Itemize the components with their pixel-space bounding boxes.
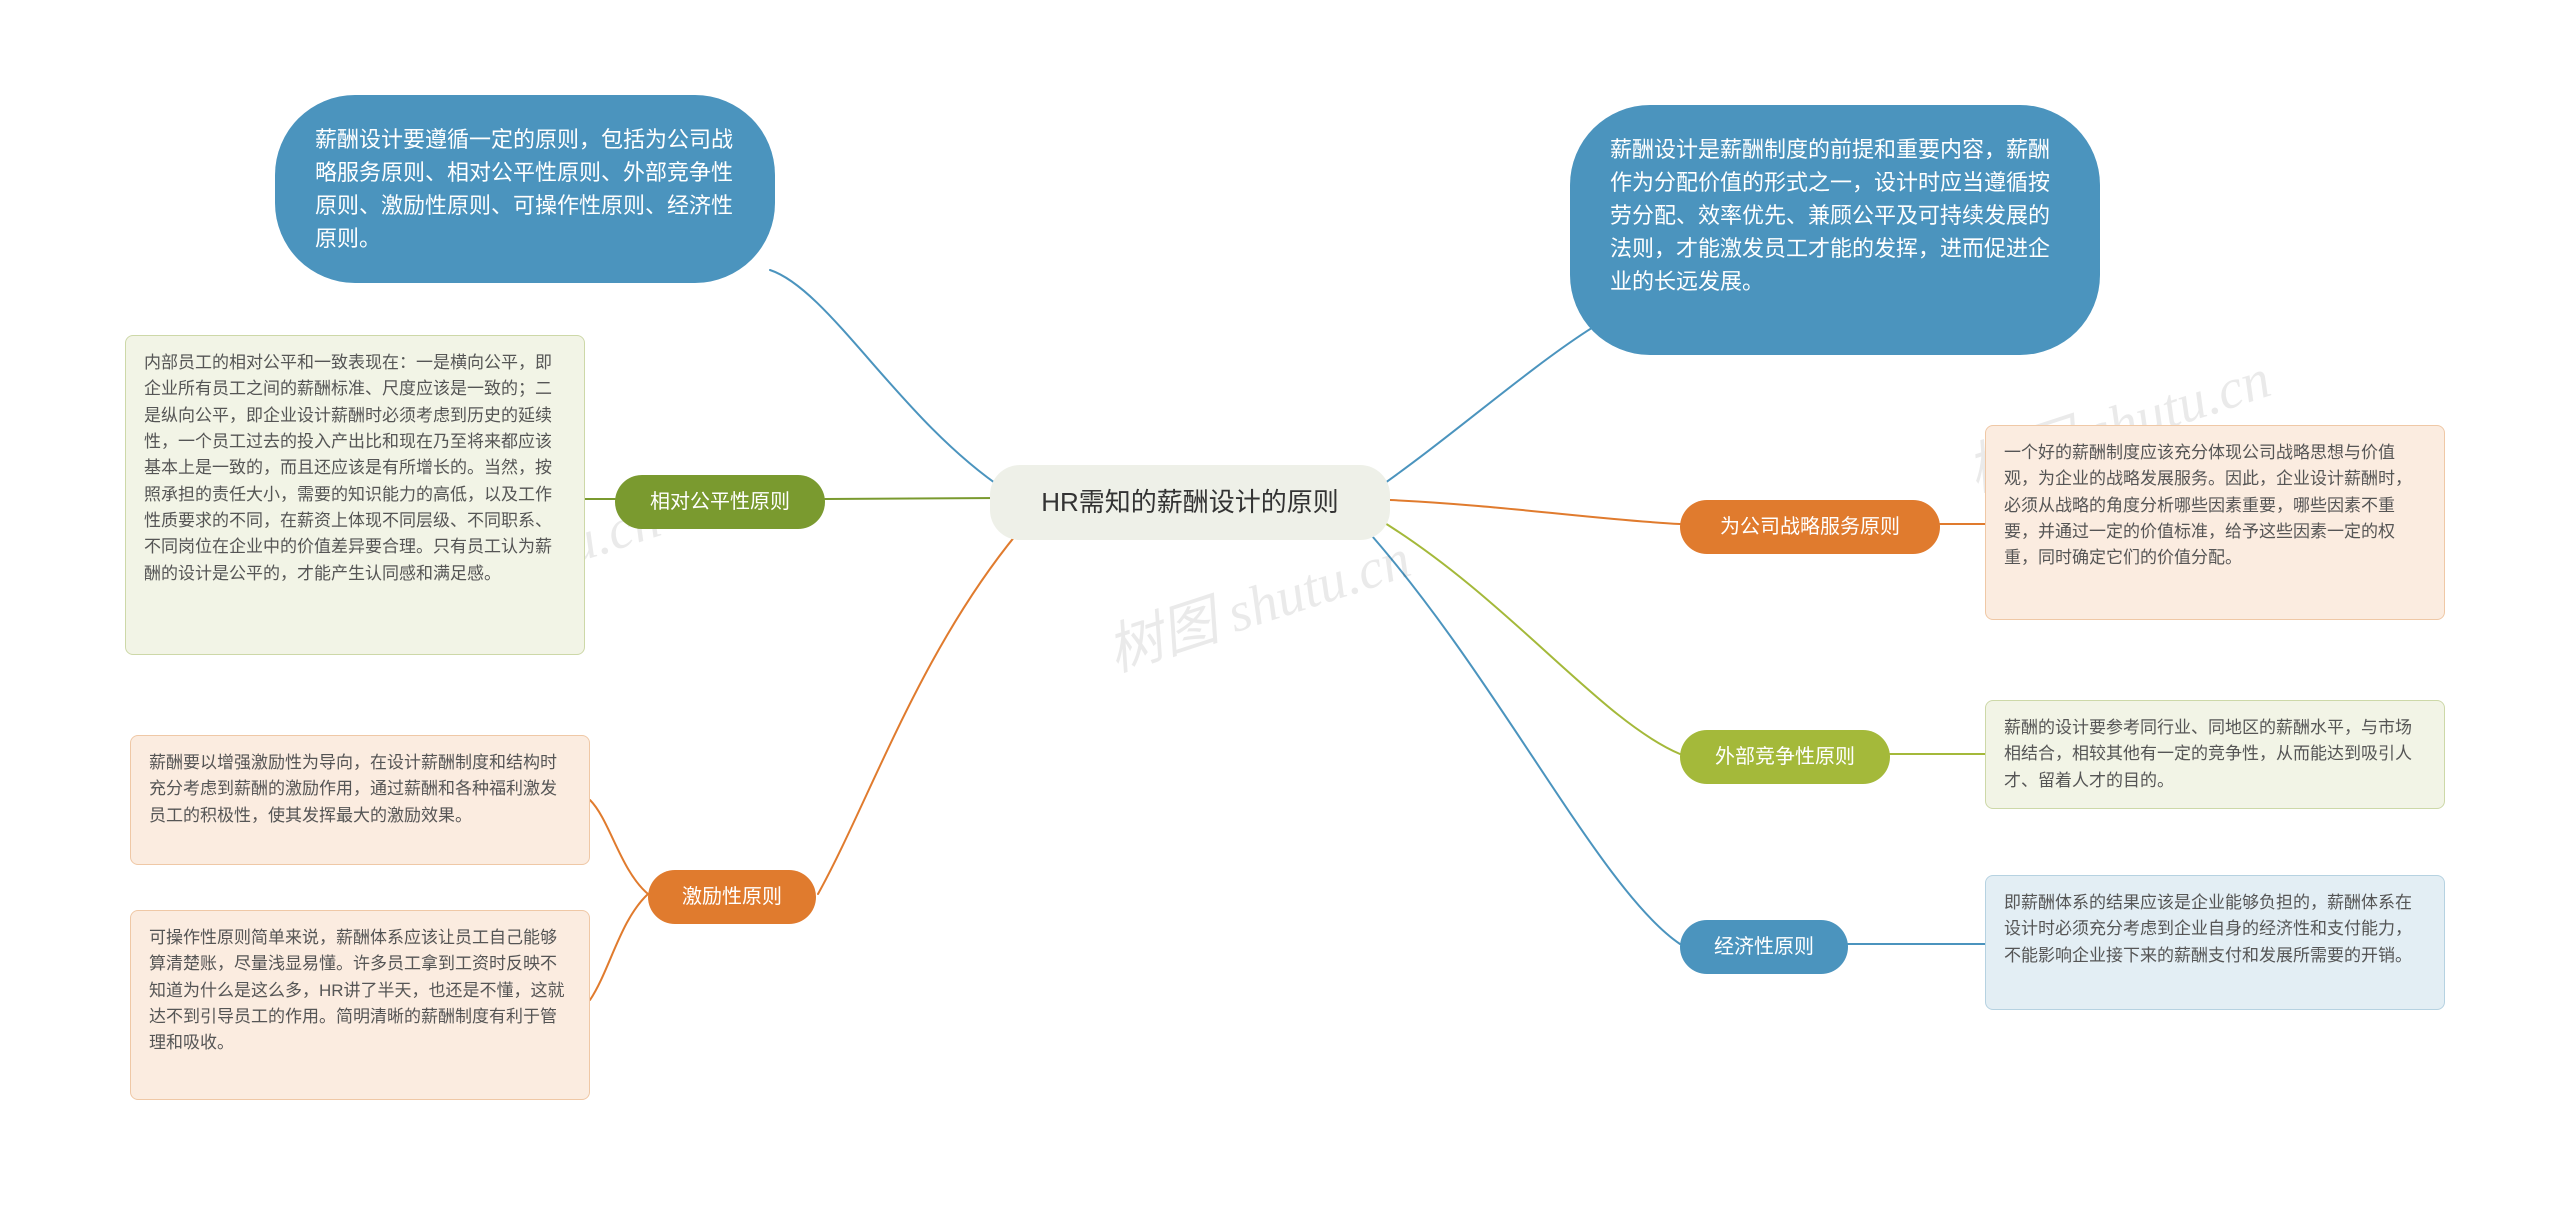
economy-detail[interactable]: 即薪酬体系的结果应该是企业能够负担的，薪酬体系在设计时必须充分考虑到企业自身的经… xyxy=(1985,875,2445,1010)
center-node[interactable]: HR需知的薪酬设计的原则 xyxy=(990,465,1390,540)
right-summary-bubble[interactable]: 薪酬设计是薪酬制度的前提和重要内容，薪酬作为分配价值的形式之一，设计时应当遵循按… xyxy=(1570,105,2100,355)
incentive-detail-1[interactable]: 薪酬要以增强激励性为导向，在设计薪酬制度和结构时充分考虑到薪酬的激励作用，通过薪… xyxy=(130,735,590,865)
economy-pill[interactable]: 经济性原则 xyxy=(1680,920,1848,974)
left-summary-bubble[interactable]: 薪酬设计要遵循一定的原则，包括为公司战略服务原则、相对公平性原则、外部竞争性原则… xyxy=(275,95,775,283)
incentive-detail-2[interactable]: 可操作性原则简单来说，薪酬体系应该让员工自己能够算清楚账，尽量浅显易懂。许多员工… xyxy=(130,910,590,1100)
strategy-detail[interactable]: 一个好的薪酬制度应该充分体现公司战略思想与价值观，为企业的战略发展服务。因此，企… xyxy=(1985,425,2445,620)
competition-pill[interactable]: 外部竞争性原则 xyxy=(1680,730,1890,784)
incentive-pill[interactable]: 激励性原则 xyxy=(648,870,816,924)
competition-detail[interactable]: 薪酬的设计要参考同行业、同地区的薪酬水平，与市场相结合，相较其他有一定的竞争性，… xyxy=(1985,700,2445,809)
strategy-pill[interactable]: 为公司战略服务原则 xyxy=(1680,500,1940,554)
fairness-pill[interactable]: 相对公平性原则 xyxy=(615,475,825,529)
fairness-detail[interactable]: 内部员工的相对公平和一致表现在：一是横向公平，即企业所有员工之间的薪酬标准、尺度… xyxy=(125,335,585,655)
mindmap-canvas: 树图 shutu.cn 树图 shutu.cn 树图 shutu.cn HR需知… xyxy=(0,0,2560,1227)
